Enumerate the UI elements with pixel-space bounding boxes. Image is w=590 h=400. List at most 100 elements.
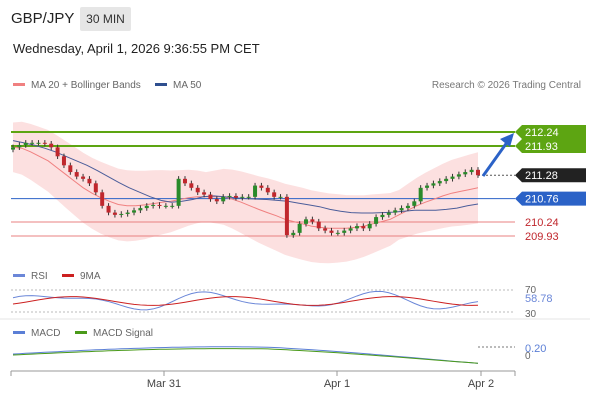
candle-body: [202, 192, 207, 195]
candle-body: [151, 204, 156, 206]
candle-body: [354, 226, 359, 229]
x-tick-label: Apr 2: [468, 378, 494, 390]
macd-signal-line: [12, 348, 479, 364]
level-label-211.93: 211.93: [525, 141, 558, 153]
candle-body: [182, 178, 187, 184]
candle-body: [87, 178, 92, 184]
timeframe-badge[interactable]: 30 MIN: [80, 7, 131, 31]
level-labels: 212.24 211.93 211.28 210.76 210.24 209.93: [515, 125, 586, 243]
candle-body: [17, 145, 22, 148]
rsi-panel: 70 30 58.78: [0, 285, 590, 320]
rsi-line: [12, 290, 479, 311]
candle-body: [55, 147, 60, 157]
candle-body: [259, 185, 264, 188]
level-label-210.76: 210.76: [525, 194, 559, 206]
candle-body: [431, 183, 436, 186]
candle-body: [227, 195, 232, 197]
bollinger-bands: [13, 121, 478, 264]
legend-rsi-label: RSI: [31, 271, 48, 282]
candle-body: [425, 185, 430, 188]
candle-body: [214, 199, 219, 202]
rsi-ma-swatch-icon: [62, 273, 74, 277]
forecast-arrow-shaft: [481, 140, 510, 177]
candle-body: [278, 196, 283, 198]
macd-panel: 00.20: [12, 343, 546, 364]
candle-body: [81, 176, 86, 179]
candle-body: [106, 205, 111, 213]
candle-body: [310, 219, 315, 222]
report-datetime: Wednesday, April 1, 2026 9:36:55 PM CET: [13, 41, 260, 56]
candle-body: [393, 210, 398, 213]
candle-body: [272, 192, 277, 197]
candle-body: [195, 187, 200, 193]
candle-body: [323, 228, 328, 231]
candle-body: [361, 226, 366, 229]
candle-body: [144, 205, 149, 209]
candle-body: [297, 223, 302, 233]
candle-body: [316, 221, 321, 229]
candle-body: [291, 232, 296, 236]
candle-body: [170, 205, 175, 207]
candle-body: [374, 217, 379, 224]
candle-body: [329, 230, 334, 233]
candle-body: [399, 208, 404, 211]
price-levels: [11, 131, 515, 237]
candle-body: [23, 142, 28, 146]
level-label-211.28: 211.28: [525, 170, 558, 182]
candle-body: [444, 178, 449, 182]
level-label-212.24: 212.24: [525, 127, 559, 139]
macd-value-label: 0.20: [525, 343, 546, 355]
rsi-swatch-icon: [13, 273, 25, 277]
x-tick-label: Apr 1: [324, 378, 350, 390]
x-tick-label: Mar 31: [147, 378, 181, 390]
candle-body: [348, 228, 353, 231]
candle-body: [157, 204, 162, 206]
legend-rsi-ma-label: 9MA: [80, 271, 101, 282]
level-tag-211.28: [515, 168, 586, 183]
ma50-line: [12, 140, 479, 214]
bollinger-band-area: [13, 121, 478, 264]
candle-body: [335, 232, 340, 234]
currency-pair-title: GBP/JPY: [11, 10, 75, 27]
candle-body: [112, 212, 117, 215]
candle-body: [68, 165, 73, 173]
candle-body: [380, 214, 385, 218]
legend-macd-label: MACD: [31, 328, 61, 339]
candle-body: [138, 208, 143, 211]
candle-body: [253, 185, 258, 197]
candle-body: [132, 210, 137, 213]
candle-body: [36, 142, 41, 144]
level-tag-212.24: [515, 125, 586, 139]
rsi-value-label: 58.78: [525, 293, 553, 305]
candle-body: [93, 183, 98, 193]
legend-ma20: MA 20 + Bollinger Bands: [13, 80, 141, 91]
legend-rsi: RSI: [13, 271, 48, 282]
candlesticks: [11, 140, 480, 238]
ma20-line: [12, 146, 479, 229]
research-credit: Research © 2026 Trading Central: [431, 80, 581, 91]
legend-macd-signal-label: MACD Signal: [93, 328, 154, 339]
candle-body: [463, 172, 468, 175]
rsi-ma-line: [12, 296, 479, 306]
time-axis: Mar 31 Apr 1 Apr 2: [10, 370, 516, 390]
candle-body: [405, 205, 410, 209]
candle-body: [42, 142, 47, 144]
candle-body: [246, 196, 251, 198]
candle-body: [456, 174, 461, 177]
macd-signal-swatch-icon: [75, 330, 87, 334]
candle-body: [304, 219, 309, 224]
legend-rsi-ma: 9MA: [62, 271, 101, 282]
macd-zero-label: 0: [525, 351, 531, 362]
legend-macd: MACD: [13, 328, 60, 339]
candle-body: [469, 169, 474, 173]
candle-body: [412, 201, 417, 206]
candle-body: [386, 212, 391, 215]
candle-body: [450, 176, 455, 179]
rsi-level-label-30: 30: [525, 309, 537, 320]
legend-ma20-label: MA 20 + Bollinger Bands: [31, 80, 141, 91]
moving-averages: [12, 140, 479, 229]
level-label-210.24: 210.24: [525, 217, 559, 229]
rsi-level-label-70: 70: [525, 285, 537, 296]
forecast-arrow-icon: [481, 133, 514, 177]
